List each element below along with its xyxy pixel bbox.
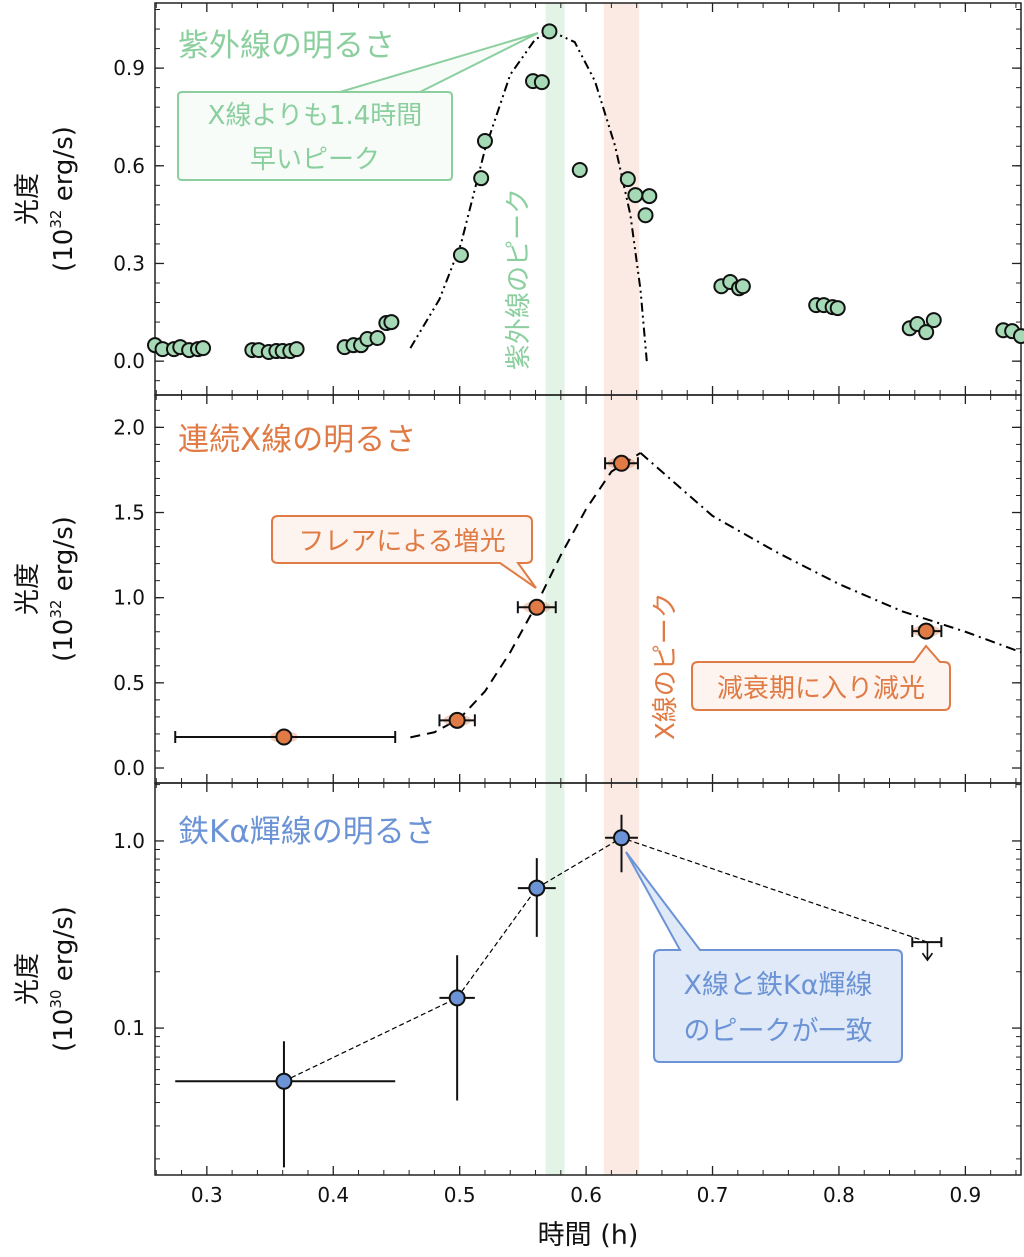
- xray-peak-band-label: X線のピーク: [651, 592, 681, 740]
- y-tick-label: 0.3: [113, 251, 145, 275]
- fe-callout-line2: のピークが一致: [684, 1016, 873, 1047]
- y-tick-label: 0.0: [113, 349, 145, 373]
- uv-data-point: [1013, 328, 1024, 345]
- uv-data-point: [627, 187, 644, 204]
- xray-data-point: [448, 711, 466, 729]
- y-label-unit: (1032 erg/s): [47, 516, 79, 662]
- x-tick-label: 0.9: [949, 1183, 981, 1207]
- y-label-quantity: 光度: [13, 953, 43, 1005]
- xray-data-point: [917, 622, 935, 640]
- panel-title-xray: 連続X線の明るさ: [178, 422, 416, 458]
- uv-data-point: [619, 171, 636, 188]
- uv-data-point: [541, 23, 558, 40]
- uv-peak-band: [545, 783, 565, 1175]
- uv-peak-band: [545, 3, 565, 395]
- fe-callout-box: [625, 851, 903, 1063]
- xray-decay-callout-text: 減衰期に入り減光: [717, 674, 925, 704]
- x-tick-label: 0.7: [697, 1183, 729, 1207]
- y-label-unit-suffix: erg/s): [49, 516, 79, 599]
- y-label-unit: (1032 erg/s): [47, 126, 79, 272]
- y-tick-label: 0.9: [113, 56, 145, 80]
- uv-data-point: [369, 330, 386, 347]
- fe-data-point: [448, 989, 466, 1007]
- y-tick-label: 1.0: [113, 586, 145, 610]
- y-tick-label: 0.6: [113, 154, 145, 178]
- fe-data-point: [275, 1072, 293, 1090]
- xray-rise-callout-box: [271, 515, 537, 589]
- y-tick-label: 1.5: [113, 501, 145, 525]
- x-tick-label: 0.3: [191, 1183, 223, 1207]
- uv-data-point: [734, 278, 751, 295]
- axes-frame: [154, 782, 1022, 1176]
- y-label-unit-prefix: (10: [49, 1009, 79, 1052]
- y-axis-label: 光度(1032 erg/s): [13, 126, 79, 272]
- y-axis-label: 光度(1030 erg/s): [13, 906, 79, 1052]
- xray-decay-callout-box: [691, 644, 951, 711]
- uv-peak-band-label: 紫外線のピーク: [504, 188, 534, 370]
- uv-data-point: [195, 340, 212, 357]
- y-tick-label: 2.0: [113, 415, 145, 439]
- y-label-unit-suffix: erg/s): [49, 126, 79, 209]
- x-axis-label: 時間 (h): [538, 1220, 639, 1251]
- uv-data-point: [473, 170, 490, 187]
- y-label-exponent: 32: [47, 210, 65, 229]
- uv-data-point: [452, 247, 469, 263]
- y-label-quantity: 光度: [13, 173, 43, 225]
- y-label-unit-suffix: erg/s): [49, 906, 79, 989]
- y-axis-label: 光度(1032 erg/s): [13, 516, 79, 662]
- y-label-exponent: 30: [47, 990, 65, 1009]
- x-tick-label: 0.4: [317, 1183, 349, 1207]
- xray-rise-model: [410, 452, 642, 739]
- y-tick-label: 0.0: [113, 756, 145, 780]
- fe-upper-limit-arrow-icon: [921, 942, 934, 962]
- panel-title-uv: 紫外線の明るさ: [178, 28, 395, 64]
- y-label-unit-prefix: (10: [49, 619, 79, 662]
- fe-data-point: [613, 829, 631, 847]
- uv-data-point: [476, 133, 493, 150]
- uv-data-point: [925, 312, 942, 329]
- uv-data-point: [829, 300, 846, 317]
- y-label-quantity: 光度: [13, 563, 43, 615]
- uv-callout-line2: 早いピーク: [250, 145, 380, 175]
- y-label-unit: (1030 erg/s): [47, 906, 79, 1052]
- xray-data-point: [275, 728, 293, 746]
- panel-title-fe: 鉄Kα輝線の明るさ: [178, 814, 436, 850]
- uv-callout-box: [177, 32, 539, 181]
- y-tick-label: 1.0: [113, 829, 145, 853]
- fe-connecting-line: [283, 837, 928, 1082]
- uv-peak-band: [545, 395, 565, 783]
- xray-peak-band: [603, 395, 640, 783]
- xray-data-point: [528, 598, 546, 616]
- y-label-exponent: 32: [47, 600, 65, 619]
- uv-data-point: [533, 74, 550, 91]
- y-label-unit-prefix: (10: [49, 229, 79, 272]
- y-tick-label: 0.1: [113, 1016, 145, 1040]
- uv-data-point: [288, 341, 305, 358]
- x-tick-label: 0.6: [570, 1183, 602, 1207]
- xray-data-point: [613, 454, 631, 472]
- x-tick-label: 0.5: [444, 1183, 476, 1207]
- fe-callout-line1: X線と鉄Kα輝線: [684, 970, 873, 1001]
- fe-data-point: [528, 879, 546, 897]
- xray-decay-model: [639, 452, 1022, 654]
- uv-data-point: [918, 324, 935, 341]
- uv-data-point: [571, 162, 588, 179]
- x-tick-label: 0.8: [823, 1183, 855, 1207]
- uv-data-point: [383, 314, 400, 331]
- xray-rise-callout-text: フレアによる増光: [298, 527, 505, 557]
- uv-data-point: [641, 188, 658, 205]
- uv-callout-line1: X線よりも1.4時間: [208, 101, 423, 131]
- y-tick-label: 0.5: [113, 671, 145, 695]
- uv-data-point: [637, 207, 654, 224]
